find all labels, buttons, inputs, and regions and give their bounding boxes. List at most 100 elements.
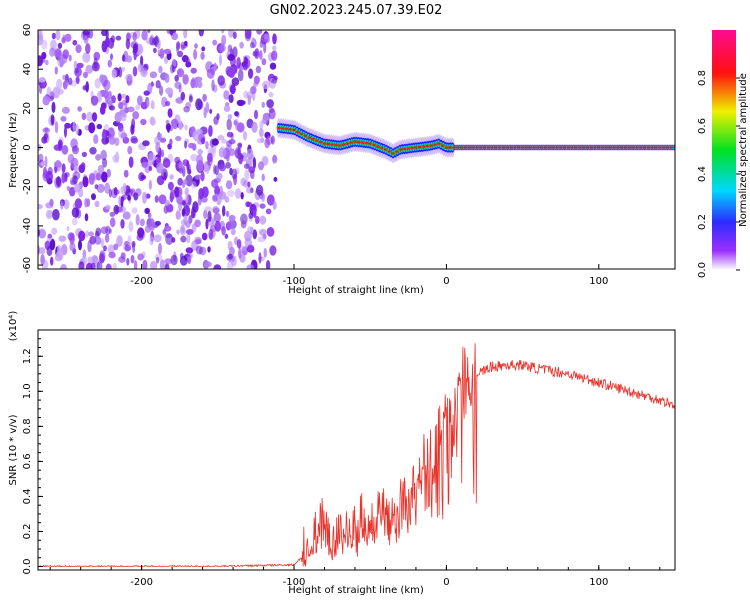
noise-blob <box>181 166 186 177</box>
noise-blob <box>252 157 257 170</box>
noise-blob <box>167 181 174 191</box>
noise-blob <box>42 95 50 106</box>
noise-blob <box>109 105 115 111</box>
noise-blob <box>250 170 255 180</box>
noise-blob <box>58 235 67 242</box>
noise-blob <box>200 171 205 182</box>
noise-blob <box>239 41 244 49</box>
noise-blob <box>172 58 177 67</box>
noise-blob <box>266 194 275 206</box>
noise-blob <box>130 137 139 144</box>
noise-blob <box>225 162 232 169</box>
noise-blob <box>116 235 123 247</box>
noise-blob <box>141 161 148 168</box>
noise-blob <box>152 37 159 46</box>
noise-blob <box>106 168 111 178</box>
noise-blob <box>191 223 197 233</box>
ridge-peak <box>665 146 670 149</box>
noise-blob <box>159 48 165 59</box>
noise-blob <box>56 176 61 187</box>
ridge-peak <box>482 146 487 149</box>
ridge-peak <box>353 140 357 143</box>
ridge-peak <box>421 145 426 148</box>
noise-blob <box>227 253 233 260</box>
noise-blob <box>132 66 138 77</box>
ridge-peak <box>475 146 479 149</box>
noise-blob <box>197 80 203 89</box>
ridge-peak <box>459 146 464 149</box>
noise-blob <box>153 47 157 54</box>
noise-blob <box>50 256 54 266</box>
ridge-peak <box>280 127 285 130</box>
noise-blob <box>114 111 123 123</box>
noise-blob <box>97 164 105 174</box>
noise-blob <box>204 261 212 268</box>
noise-blob <box>78 230 86 242</box>
noise-blob <box>64 33 72 42</box>
ridge-peak <box>318 141 323 144</box>
ridge-peak <box>524 146 529 149</box>
noise-blob <box>115 35 122 41</box>
noise-blob <box>105 136 110 144</box>
noise-blob <box>100 149 107 161</box>
noise-blob <box>149 260 158 269</box>
x-tick-label: 100 <box>589 577 608 588</box>
ridge-peak <box>635 146 639 149</box>
noise-blob <box>223 90 230 100</box>
ridge-peak <box>463 146 468 149</box>
noise-blob <box>184 187 189 196</box>
ridge-peak <box>299 132 304 135</box>
noise-blob <box>252 209 257 219</box>
noise-blob <box>118 128 126 139</box>
noise-blob <box>177 68 185 78</box>
noise-blob <box>137 227 145 238</box>
noise-blob <box>135 104 141 111</box>
noise-blob <box>197 148 203 155</box>
noise-blob <box>89 147 97 155</box>
noise-blob <box>208 228 214 241</box>
noise-blob <box>44 127 49 133</box>
noise-blob <box>137 253 144 261</box>
noise-blob <box>118 256 126 263</box>
noise-blob <box>61 163 66 174</box>
y-tick-label: 0.6 <box>22 453 33 469</box>
noise-blob <box>123 169 129 178</box>
ridge-peak <box>398 148 403 151</box>
ridge-peak <box>326 142 331 146</box>
noise-blob <box>68 77 73 86</box>
noise-blob <box>38 55 43 67</box>
noise-blob <box>185 174 194 187</box>
noise-blob <box>103 245 107 252</box>
noise-blob <box>214 185 221 197</box>
noise-blob <box>188 142 195 149</box>
noise-blob <box>258 252 262 264</box>
noise-blob <box>55 30 61 41</box>
noise-blob <box>126 258 130 266</box>
noise-blob <box>38 77 46 83</box>
x-tick-label: -200 <box>130 577 153 588</box>
noise-blob <box>60 116 67 122</box>
noise-blob <box>63 199 70 210</box>
noise-blob <box>213 116 219 125</box>
y-tick-label: -40 <box>22 218 33 234</box>
chart-title: GN02.2023.245.07.39.E02 <box>270 3 443 18</box>
noise-blob <box>218 164 226 172</box>
noise-blob <box>206 68 215 79</box>
noise-blob <box>191 181 197 189</box>
noise-blob <box>177 177 183 186</box>
noise-blob <box>130 41 139 49</box>
noise-blob <box>131 241 136 248</box>
noise-blob <box>112 262 118 269</box>
noise-blob <box>38 32 44 41</box>
noise-blob <box>167 108 173 118</box>
noise-blob <box>54 48 62 58</box>
ridge-peak <box>296 130 300 134</box>
noise-blob <box>173 186 180 198</box>
noise-blob <box>221 34 227 46</box>
noise-blob <box>134 260 138 269</box>
noise-blob <box>54 121 59 134</box>
noise-blob <box>141 30 148 41</box>
noise-blob <box>169 30 174 36</box>
noise-blob <box>109 211 116 217</box>
noise-blob <box>108 188 113 198</box>
